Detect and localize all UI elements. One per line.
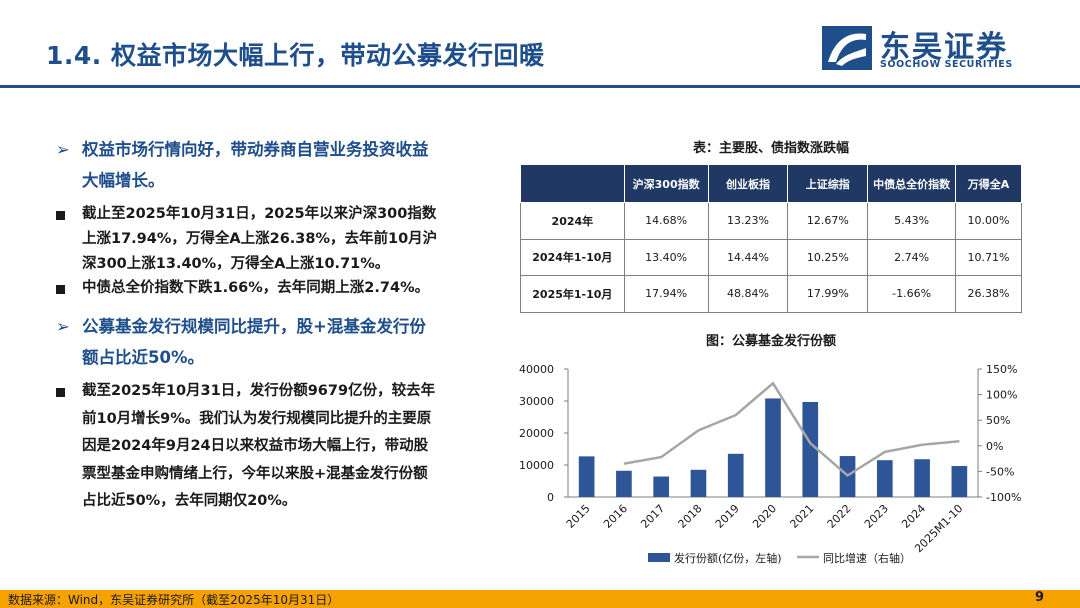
logo-chinese-text: 东吴证券 xyxy=(880,30,1008,65)
page-title: 1.4. 权益市场大幅上行，带动公募发行回暖 xyxy=(46,41,545,70)
table-cell: 10.00% xyxy=(955,202,1022,240)
square-bullet-icon xyxy=(56,388,65,397)
yoy-growth-line xyxy=(623,381,960,478)
table-row: 2025年1-10月 17.94% 48.84% 17.99% -1.66% 2… xyxy=(520,275,1022,313)
table-cell: 12.67% xyxy=(787,202,869,240)
table-cell: 13.40% xyxy=(623,238,709,276)
arrow-bullet-icon: ➢ xyxy=(56,317,70,336)
table-header-chinext: 创业板指 xyxy=(707,164,789,203)
right-axis-tick-label: 50% xyxy=(986,414,1010,427)
bar-2024 xyxy=(914,459,930,497)
table-header-sse-composite: 上证综指 xyxy=(787,164,869,203)
left-axis-tick-label: 0 xyxy=(547,491,554,504)
bullet-item-3: 截至2025年10月31日，发行份额9679亿份，较去年前10月增长9%。我们认… xyxy=(56,378,440,516)
x-axis-tick-label: 2024 xyxy=(899,502,928,531)
footer-bar xyxy=(0,590,1080,608)
table-header-row: 沪深300指数 创业板指 上证综指 中债总全价指数 万得全A xyxy=(520,164,1022,203)
table-header-chinabond: 中债总全价指数 xyxy=(867,164,957,203)
arrow-bullet-icon: ➢ xyxy=(56,140,70,159)
square-bullet-icon xyxy=(56,211,65,220)
left-axis-tick-label: 10000 xyxy=(519,459,554,472)
x-axis-tick-label: 2022 xyxy=(825,502,854,531)
fund-issuance-chart: 40000 30000 20000 10000 0 150% 100% 50% 0% -50% -1… xyxy=(519,363,1021,565)
table-header-csi300: 沪深300指数 xyxy=(623,164,709,203)
x-axis-tick-label: 2023 xyxy=(862,502,891,531)
bar-2015 xyxy=(578,456,595,497)
table-title: 表：主要股、债指数涨跌幅 xyxy=(692,141,849,156)
company-logo: 东吴证券 SOOCHOW SECURITIES xyxy=(822,26,1052,74)
x-axis-tick-label: 2019 xyxy=(713,502,742,531)
bar-2025M1-10 xyxy=(951,466,968,497)
bullet-item-2: 中债总全价指数下跌1.66%，去年同期上涨2.74%。 xyxy=(56,276,440,301)
table-cell: 13.23% xyxy=(707,202,789,240)
bar-2018 xyxy=(690,469,707,497)
right-axis-tick-label: -50% xyxy=(986,465,1014,478)
right-axis-tick-label: 0% xyxy=(986,440,1003,453)
table-cell: 17.99% xyxy=(787,275,869,313)
logo-mark-icon xyxy=(822,26,872,70)
logo-english-text: SOOCHOW SECURITIES xyxy=(880,59,1013,70)
data-source: 数据来源：Wind，东吴证券研究所（截至2025年10月31日） xyxy=(8,593,340,607)
bullet-item-1: 截止至2025年10月31日，2025年以来沪深300指数上涨17.94%，万得… xyxy=(56,202,440,277)
x-axis-tick-label: 2015 xyxy=(564,502,593,531)
bullet-heading-1: ➢ 权益市场行情向好，带动券商自营业务投资收益大幅增长。 xyxy=(56,134,436,196)
table-row-label: 2024年1-10月 xyxy=(520,238,625,276)
bar-2021 xyxy=(802,401,819,497)
header-divider xyxy=(0,85,1080,88)
x-axis-tick-label: 2020 xyxy=(750,502,779,531)
left-axis-tick-label: 20000 xyxy=(519,427,554,440)
bar-2017 xyxy=(653,476,670,497)
x-axis-tick-label: 2016 xyxy=(601,502,630,531)
table-cell: -1.66% xyxy=(867,275,957,313)
x-axis-tick-label: 2021 xyxy=(787,502,816,531)
bar-2016 xyxy=(616,470,632,497)
page-number: 9 xyxy=(1034,590,1044,605)
table-cell: 5.43% xyxy=(867,202,957,240)
table-cell: 26.38% xyxy=(955,275,1022,313)
bar-2023 xyxy=(876,460,893,497)
table-header-wind-all-a: 万得全A xyxy=(955,164,1022,203)
bullet-heading-2: ➢ 公募基金发行规模同比提升，股+混基金发行份额占比近50%。 xyxy=(56,311,436,373)
bar-2020 xyxy=(765,398,781,497)
right-axis-tick-label: 150% xyxy=(986,363,1017,376)
table-row-label: 2025年1-10月 xyxy=(520,275,625,313)
table-cell: 10.25% xyxy=(787,238,869,276)
x-axis-tick-label: 2017 xyxy=(638,502,667,531)
left-axis-tick-label: 30000 xyxy=(519,395,554,408)
right-axis-tick-label: 100% xyxy=(986,389,1017,402)
table-header-corner xyxy=(520,164,625,203)
legend-line-label: 同比增速（右轴） xyxy=(823,551,911,565)
legend-bar-swatch xyxy=(648,553,670,562)
table-cell: 48.84% xyxy=(707,275,789,313)
bar-2019 xyxy=(727,453,744,497)
table-cell: 14.68% xyxy=(623,202,709,240)
table-cell: 14.44% xyxy=(707,238,789,276)
index-returns-table: 沪深300指数 创业板指 上证综指 中债总全价指数 万得全A 2024年 14.… xyxy=(520,164,1022,313)
table-row-label: 2024年 xyxy=(520,202,625,240)
table-cell: 17.94% xyxy=(623,275,709,313)
chart-title: 图：公募基金发行份额 xyxy=(705,334,836,349)
square-bullet-icon xyxy=(56,285,65,294)
legend-bar-label: 发行份额(亿份，左轴) xyxy=(674,551,782,565)
x-axis-tick-label: 2018 xyxy=(676,502,705,531)
right-axis-tick-label: -100% xyxy=(986,491,1021,504)
left-axis-tick-label: 40000 xyxy=(519,363,554,376)
table-cell: 10.71% xyxy=(955,238,1022,276)
table-cell: 2.74% xyxy=(867,238,957,276)
table-row: 2024年 14.68% 13.23% 12.67% 5.43% 10.00% xyxy=(520,202,1022,240)
table-row: 2024年1-10月 13.40% 14.44% 10.25% 2.74% 10… xyxy=(520,238,1022,276)
